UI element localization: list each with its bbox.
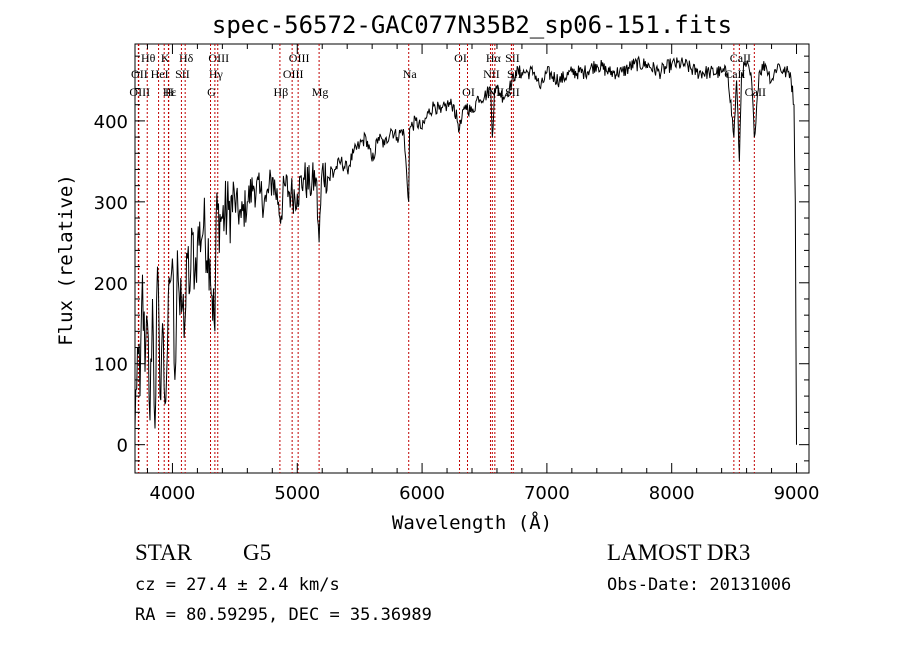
- x-tick-label: 5000: [274, 483, 320, 504]
- line-label: HeI: [151, 67, 169, 81]
- object-class: STAR: [135, 540, 193, 565]
- line-label: CaII: [745, 85, 766, 99]
- plot-frame: [134, 43, 810, 474]
- line-label: Hβ: [274, 85, 289, 99]
- line-label: H: [165, 85, 174, 99]
- line-label: Na: [403, 67, 418, 81]
- line-label: SII: [175, 67, 190, 81]
- x-tick-label: 4000: [150, 483, 196, 504]
- y-axis: 0 100 200 300 400: [94, 55, 809, 462]
- survey-name: LAMOST DR3: [607, 540, 750, 565]
- line-label: OIII: [129, 85, 150, 99]
- line-label: OIII: [208, 51, 229, 65]
- y-tick-label: 400: [94, 112, 128, 133]
- y-axis-label: Flux (relative): [55, 174, 77, 346]
- x-tick-label: 8000: [649, 483, 695, 504]
- observation-date: Obs-Date: 20131006: [607, 575, 791, 595]
- line-label: OIII: [289, 51, 310, 65]
- x-tick-label: 9000: [774, 483, 820, 504]
- chart-title: spec-56572-GAC077N35B2_sp06-151.fits: [212, 11, 732, 39]
- object-subclass: G5: [243, 540, 271, 565]
- y-tick-label: 300: [94, 193, 128, 214]
- x-tick-label: 6000: [399, 483, 445, 504]
- line-label: OII: [131, 67, 148, 81]
- line-label: NII: [483, 67, 500, 81]
- line-label: CaII: [724, 67, 745, 81]
- y-tick-label: 200: [94, 274, 128, 295]
- line-label: OI: [462, 85, 475, 99]
- line-label: G: [207, 85, 216, 99]
- y-tick-label: 0: [117, 436, 128, 457]
- x-tick-label: 7000: [524, 483, 570, 504]
- x-axis-label: Wavelength (Å): [392, 511, 552, 534]
- line-label: SII: [505, 51, 520, 65]
- line-label: K: [161, 51, 170, 65]
- line-label: Hθ: [141, 51, 156, 65]
- y-tick-label: 100: [94, 355, 128, 376]
- spectrum-line: [134, 55, 797, 445]
- line-label: Mg: [312, 85, 329, 99]
- line-label: Hε: [163, 85, 177, 99]
- x-axis: 4000 5000 6000 7000 8000 9000: [146, 44, 820, 504]
- line-label: OIII: [283, 67, 304, 81]
- coordinates: RA = 80.59295, DEC = 35.36989: [135, 605, 432, 625]
- line-label: OI: [454, 51, 467, 65]
- line-label: Hγ: [209, 67, 224, 81]
- line-label: Hδ: [179, 51, 194, 65]
- line-label: Hα: [486, 51, 502, 65]
- line-label: CaII: [730, 51, 751, 65]
- redshift-velocity: cz = 27.4 ± 2.4 km/s: [135, 575, 340, 595]
